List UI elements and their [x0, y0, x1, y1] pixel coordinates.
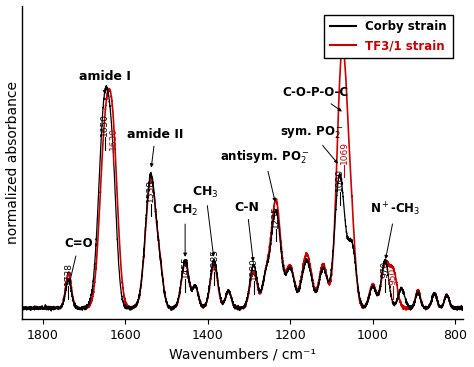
Text: 1289: 1289: [249, 257, 258, 280]
Text: N$^+$-CH$_3$: N$^+$-CH$_3$: [370, 201, 420, 258]
Text: 1080: 1080: [335, 168, 344, 191]
Text: 1385: 1385: [210, 248, 219, 271]
Text: 1069: 1069: [340, 141, 349, 164]
Text: CH$_3$: CH$_3$: [192, 185, 219, 256]
Text: 1738: 1738: [64, 262, 73, 285]
Text: C-O-P-O-C: C-O-P-O-C: [283, 86, 349, 111]
Text: 1630: 1630: [109, 127, 118, 150]
Text: CH$_2$: CH$_2$: [172, 203, 198, 256]
Text: antisym. PO$_2^-$: antisym. PO$_2^-$: [220, 148, 310, 201]
Text: 950: 950: [389, 268, 398, 285]
Text: C-N: C-N: [235, 201, 259, 261]
Text: amide I: amide I: [79, 70, 131, 93]
Text: 1455: 1455: [181, 255, 190, 278]
Text: amide II: amide II: [127, 128, 183, 167]
Text: 1538: 1538: [146, 179, 155, 203]
Text: 1235: 1235: [271, 205, 280, 228]
Legend: Corby strain, TF3/1 strain: Corby strain, TF3/1 strain: [324, 15, 453, 58]
Text: C=O: C=O: [64, 237, 93, 283]
Text: 970: 970: [381, 261, 390, 278]
Text: sym. PO$_2^-$: sym. PO$_2^-$: [280, 124, 344, 163]
Y-axis label: normalized absorbance: normalized absorbance: [6, 81, 19, 244]
Text: 1650: 1650: [100, 113, 109, 136]
X-axis label: Wavenumbers / cm⁻¹: Wavenumbers / cm⁻¹: [169, 348, 316, 361]
